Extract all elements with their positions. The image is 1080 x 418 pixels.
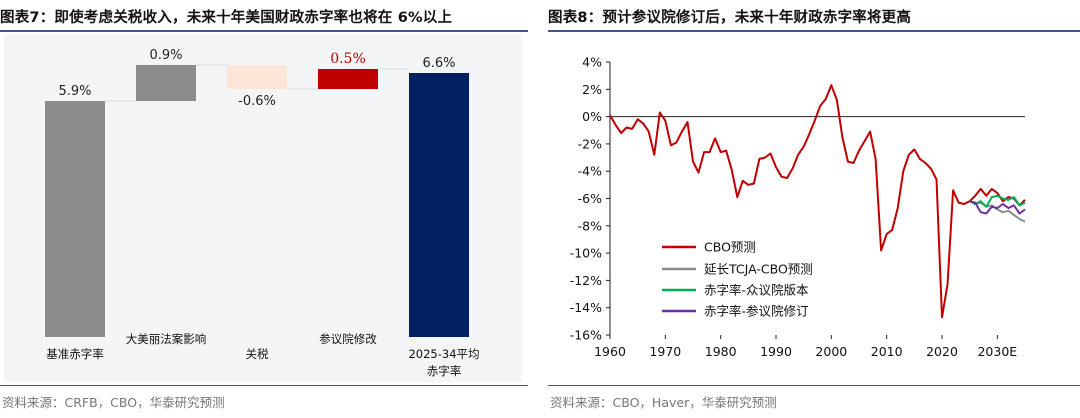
- waterfall-data-label: 6.6%: [422, 56, 455, 71]
- waterfall-category-label: 大美丽法案影响: [126, 332, 207, 346]
- waterfall-category-label: 2025-34平均赤字率: [408, 347, 479, 378]
- waterfall-data-label: 0.9%: [149, 48, 182, 63]
- y-tick-label: -10%: [570, 246, 602, 261]
- y-tick-label: 0%: [582, 109, 602, 124]
- series-line: [969, 200, 1026, 215]
- y-tick-label: -8%: [578, 218, 602, 233]
- legend-label: 赤字率-参议院修订: [704, 304, 809, 319]
- y-tick-label: 2%: [582, 82, 602, 97]
- x-tick-label: 2010: [871, 344, 903, 359]
- waterfall-data-label: 5.9%: [58, 84, 91, 99]
- y-tick-label: -14%: [570, 300, 602, 315]
- legend-label: CBO预测: [704, 240, 756, 255]
- y-tick-label: -6%: [578, 191, 602, 206]
- title-rule: [548, 30, 1080, 32]
- series-line: [969, 200, 1026, 223]
- source-rule: [548, 385, 1080, 386]
- legend-label: 赤字率-众议院版本: [704, 283, 809, 298]
- figure-8-title: 图表8：预计参议院修订后，未来十年财政赤字率将更高: [548, 10, 912, 26]
- y-tick-label: -12%: [570, 273, 602, 288]
- figure-8-source: 资料来源：CBO，Haver，华泰研究预测: [550, 395, 777, 410]
- waterfall-data-label: -0.6%: [238, 94, 276, 109]
- waterfall-bar: [318, 69, 378, 89]
- x-tick-label: 1990: [760, 344, 792, 359]
- waterfall-bar: [136, 65, 196, 101]
- deficit-line-chart: 4% 2% 0% -2% -4% -6% -8% -10% -12% -14% -16%1960 19…: [570, 55, 1026, 359]
- y-tick-label: -16%: [570, 328, 602, 343]
- series-line: [969, 194, 1026, 208]
- waterfall-bar: [409, 73, 469, 337]
- x-tick-label: 2000: [815, 344, 847, 359]
- y-tick-label: 4%: [582, 55, 602, 70]
- waterfall-data-label: 0.5%: [330, 51, 366, 67]
- waterfall-category-label: 参议院修改: [319, 332, 377, 346]
- x-tick-label: 1970: [649, 344, 681, 359]
- series-line: [609, 84, 1026, 319]
- legend-label: 延长TCJA-CBO预测: [704, 262, 813, 277]
- x-tick-label: 2020: [926, 344, 958, 359]
- x-tick-label: 1960: [594, 344, 626, 359]
- source-rule: [0, 385, 528, 386]
- figure-7-source: 资料来源：CRFB，CBO，华泰研究预测: [2, 395, 225, 410]
- waterfall-category-label: 关税: [246, 347, 269, 361]
- y-tick-label: -2%: [578, 136, 602, 151]
- x-tick-label: 2030E: [977, 344, 1017, 359]
- waterfall-bar: [227, 65, 287, 89]
- x-tick-label: 1980: [705, 344, 737, 359]
- deficit-line-figure-panel: 图表8：预计参议院修订后，未来十年财政赤字率将更高 4% 2% 0% -2% -4% -6…: [548, 0, 1080, 418]
- y-tick-label: -4%: [578, 164, 602, 179]
- figure-7-title: 图表7：即使考虑关税收入，未来十年美国财政赤字率也将在 6%以上: [0, 10, 453, 26]
- waterfall-category-label: 基准赤字率: [46, 347, 104, 361]
- waterfall-bar: [45, 101, 105, 337]
- title-rule: [0, 30, 528, 32]
- waterfall-figure-panel: 图表7：即使考虑关税收入，未来十年美国财政赤字率也将在 6%以上 5.9% 0.9…: [0, 0, 528, 418]
